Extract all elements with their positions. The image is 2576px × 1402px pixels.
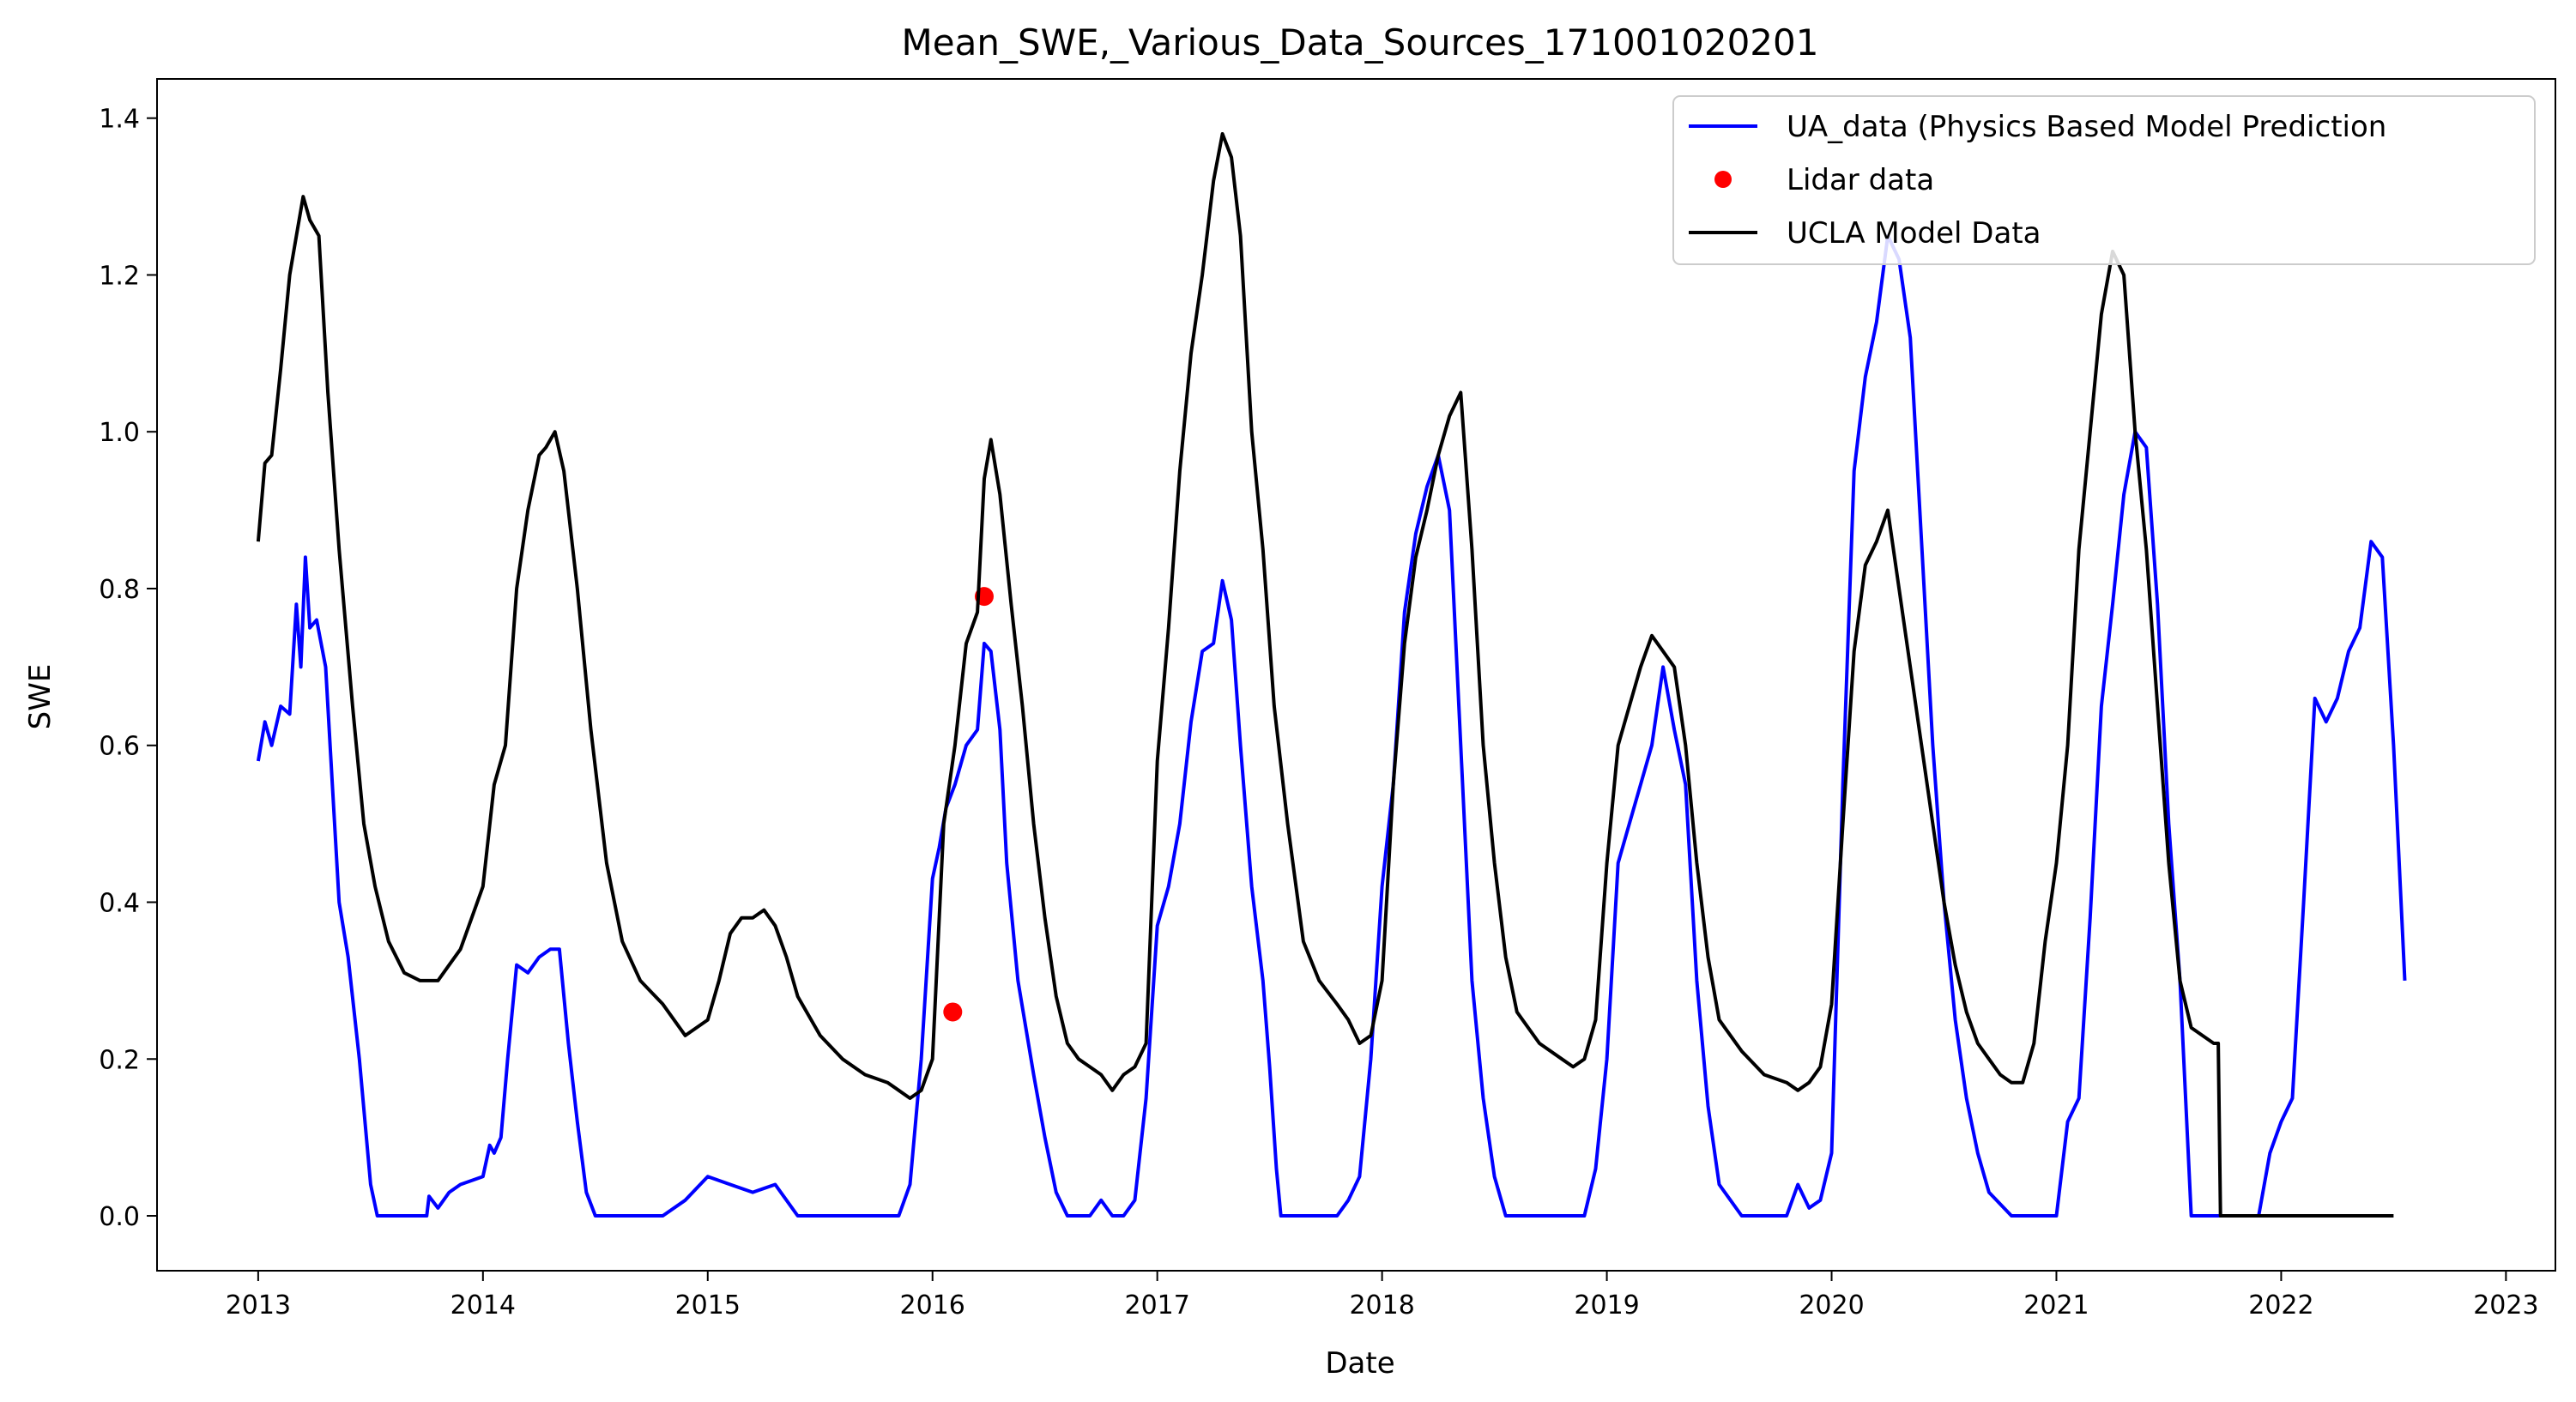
- y-tick-label: 1.2: [99, 261, 140, 291]
- x-tick-label: 2013: [226, 1290, 291, 1320]
- x-tick-label: 2017: [1124, 1290, 1189, 1320]
- y-tick-label: 1.0: [99, 418, 140, 448]
- legend-box: [1672, 95, 2536, 265]
- legend-label-lidar: Lidar data: [1787, 163, 1934, 197]
- legend-label-ua: UA_data (Physics Based Model Prediction: [1787, 110, 2386, 144]
- y-tick-label: 0.4: [99, 889, 140, 919]
- y-tick-label: 0.0: [99, 1202, 140, 1232]
- legend-swatch-lidar: [1714, 171, 1732, 188]
- x-tick-label: 2019: [1574, 1290, 1639, 1320]
- x-tick-label: 2018: [1349, 1290, 1414, 1320]
- x-tick-label: 2021: [2023, 1290, 2089, 1320]
- x-tick-label: 2023: [2473, 1290, 2538, 1320]
- series-line-ucla-model: [256, 132, 2394, 1218]
- y-axis-title: SWE: [23, 664, 57, 730]
- y-tick-label: 0.2: [99, 1045, 140, 1075]
- series-line-ua-data: [256, 233, 2407, 1218]
- x-tick-label: 2015: [675, 1290, 741, 1320]
- x-tick-label: 2016: [900, 1290, 965, 1320]
- x-tick-label: 2014: [450, 1290, 516, 1320]
- y-tick-label: 0.6: [99, 732, 140, 762]
- legend: UA_data (Physics Based Model Prediction …: [1672, 95, 2536, 265]
- y-tick-label: 0.8: [99, 575, 140, 605]
- x-tick-label: 2022: [2248, 1290, 2313, 1320]
- x-tick-label: 2020: [1799, 1290, 1864, 1320]
- lidar-point: [943, 1002, 963, 1022]
- legend-label-ucla: UCLA Model Data: [1787, 216, 2041, 251]
- plot-frame: [156, 78, 2556, 1272]
- chart-title: Mean_SWE,_Various_Data_Sources_171001020…: [902, 21, 1819, 63]
- x-axis-title: Date: [1325, 1346, 1394, 1381]
- y-tick-label: 1.4: [99, 105, 140, 135]
